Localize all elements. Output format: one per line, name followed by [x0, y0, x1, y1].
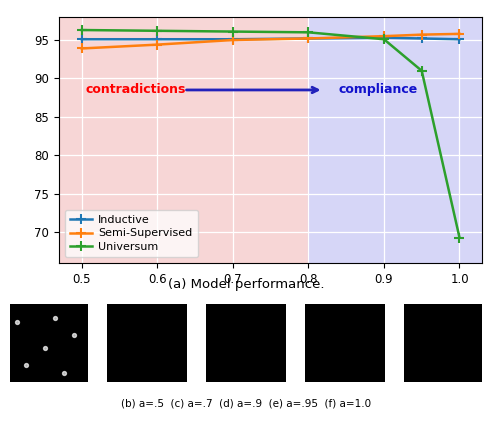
Point — [41, 344, 49, 351]
Universum — [154, 28, 160, 33]
Semi-Supervised — [381, 33, 387, 39]
Point — [13, 319, 21, 326]
Point — [23, 361, 31, 368]
Inductive — [306, 36, 311, 41]
Bar — [308, 17, 482, 263]
Bar — [59, 17, 308, 263]
Inductive — [381, 35, 387, 40]
Inductive — [230, 37, 236, 42]
Semi-Supervised — [306, 36, 311, 41]
Semi-Supervised — [457, 31, 462, 36]
Inductive — [419, 36, 425, 41]
Line: Semi-Supervised: Semi-Supervised — [77, 29, 464, 53]
Point — [60, 370, 68, 377]
Inductive — [154, 37, 160, 42]
Inductive — [79, 37, 85, 42]
Point — [51, 315, 59, 321]
Bar — [107, 304, 187, 382]
Semi-Supervised — [230, 37, 236, 42]
Semi-Supervised — [419, 32, 425, 37]
Bar — [7, 304, 88, 382]
Text: (a) Model performance.: (a) Model performance. — [168, 278, 324, 290]
Bar — [404, 304, 485, 382]
Inductive — [457, 37, 462, 42]
Bar — [305, 304, 385, 382]
Universum — [79, 28, 85, 33]
Universum — [457, 235, 462, 240]
Universum — [306, 30, 311, 35]
Text: compliance: compliance — [338, 84, 418, 97]
Line: Inductive: Inductive — [77, 33, 464, 44]
Semi-Supervised — [79, 46, 85, 51]
Line: Universum: Universum — [77, 25, 464, 243]
Point — [70, 332, 78, 338]
Text: contradictions: contradictions — [86, 84, 186, 97]
Universum — [230, 29, 236, 34]
Text: (b) a=.5  (c) a=.7  (d) a=.9  (e) a=.95  (f) a=1.0: (b) a=.5 (c) a=.7 (d) a=.9 (e) a=.95 (f)… — [121, 398, 371, 408]
Legend: Inductive, Semi-Supervised, Universum: Inductive, Semi-Supervised, Universum — [64, 209, 198, 257]
Bar — [206, 304, 286, 382]
Universum — [381, 37, 387, 42]
Universum — [419, 68, 425, 73]
Semi-Supervised — [154, 42, 160, 47]
